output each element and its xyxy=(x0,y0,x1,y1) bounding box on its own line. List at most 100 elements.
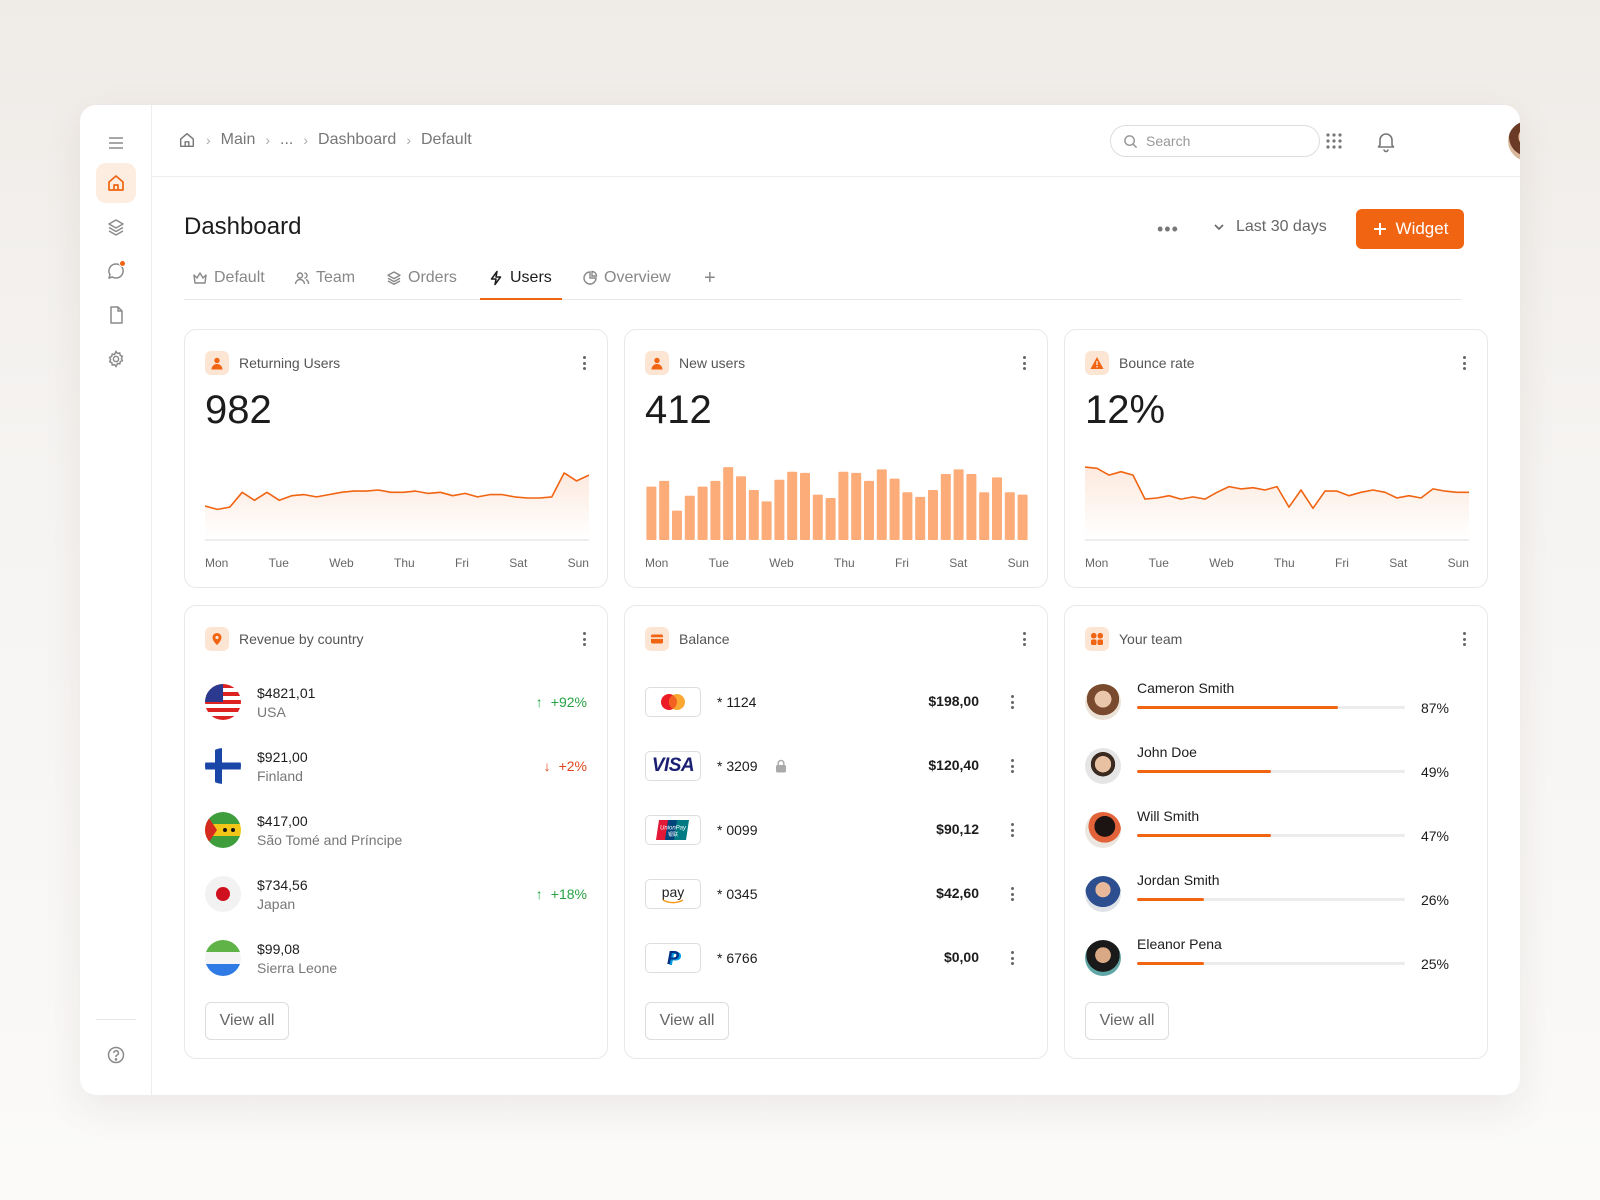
team-member[interactable]: Will Smith 47% xyxy=(1085,808,1467,852)
more-vertical-icon[interactable] xyxy=(1011,951,1015,968)
card-title: Balance xyxy=(679,631,730,647)
sidebar xyxy=(80,105,152,1095)
list-item[interactable]: P * 6766 $0,00 xyxy=(645,936,1027,980)
flag-sierra-leone-icon xyxy=(205,940,241,976)
chevron-right-icon: › xyxy=(206,132,211,148)
day-label: Tue xyxy=(1148,556,1169,570)
chevron-right-icon: › xyxy=(303,132,309,148)
sidebar-item-help[interactable] xyxy=(96,1035,136,1075)
day-labels: Mon Tue Web Thu Fri Sat Sun xyxy=(1085,556,1469,570)
more-vertical-icon[interactable] xyxy=(1023,632,1027,646)
more-vertical-icon[interactable] xyxy=(1011,887,1015,904)
flag-finland-icon xyxy=(205,748,241,784)
tab-default[interactable]: Default xyxy=(184,267,273,300)
list-item[interactable]: pay * 0345 $42,60 xyxy=(645,872,1027,916)
more-vertical-icon[interactable] xyxy=(1011,759,1015,776)
app-window: › Main › ... › Dashboard › Default Searc… xyxy=(80,105,1520,1095)
progress-fill xyxy=(1137,770,1271,773)
add-widget-label: Widget xyxy=(1395,219,1449,238)
view-all-button[interactable]: View all xyxy=(1085,1002,1169,1040)
list-item[interactable]: UnionPay 银联 * 0099 $90,12 xyxy=(645,808,1027,852)
menu-icon[interactable] xyxy=(96,123,136,163)
sidebar-divider xyxy=(96,1019,136,1020)
team-member[interactable]: Cameron Smith 87% xyxy=(1085,680,1467,724)
breadcrumb-dashboard[interactable]: Dashboard xyxy=(318,131,397,148)
new-users-chart xyxy=(646,467,1028,540)
list-item[interactable]: * 1124 $198,00 xyxy=(645,680,1027,724)
bar xyxy=(966,474,977,540)
warning-icon xyxy=(1085,351,1109,375)
sidebar-item-settings[interactable] xyxy=(96,339,136,379)
day-label: Fri xyxy=(894,556,909,570)
list-item[interactable]: $99,08 Sierra Leone xyxy=(205,936,587,980)
more-vertical-icon[interactable] xyxy=(1463,356,1467,370)
list-item[interactable]: VISA * 3209 $120,40 xyxy=(645,744,1027,788)
day-label: Sat xyxy=(949,556,968,570)
revenue-by-country-card: Revenue by country $4821,01 USA ↑ +92% $92… xyxy=(184,605,608,1059)
bar xyxy=(940,474,951,540)
sidebar-item-messages[interactable] xyxy=(96,251,136,291)
date-range-select[interactable]: Last 30 days xyxy=(1212,218,1327,236)
more-vertical-icon[interactable] xyxy=(1011,823,1015,840)
more-vertical-icon[interactable] xyxy=(1463,632,1467,646)
tab-overview[interactable]: Overview xyxy=(574,267,679,300)
more-vertical-icon[interactable] xyxy=(1023,356,1027,370)
list-item[interactable]: $921,00 Finland ↓ +2% xyxy=(205,744,587,788)
avatar xyxy=(1085,940,1121,976)
day-label: Thu xyxy=(833,556,855,570)
sidebar-item-layers[interactable] xyxy=(96,207,136,247)
card-number: * 3209 xyxy=(717,758,758,774)
stat-card-bounce-rate: Bounce rate 12% Mon Tue Web Thu Fri Sat Sun xyxy=(1064,329,1488,588)
tab-orders[interactable]: Orders xyxy=(378,267,465,300)
bar xyxy=(697,486,708,540)
revenue-amount: $4821,01 xyxy=(257,684,316,701)
balance-card: Balance * 1124 $198,00 VISA * 3209 $120,… xyxy=(624,605,1048,1059)
stat-value: 12% xyxy=(1085,388,1166,432)
card-number: * 1124 xyxy=(717,694,757,710)
breadcrumb-ellipsis[interactable]: ... xyxy=(280,131,294,148)
bar xyxy=(659,480,670,540)
card-title: Revenue by country xyxy=(239,631,364,647)
user-avatar[interactable] xyxy=(1508,121,1520,161)
sidebar-item-documents[interactable] xyxy=(96,295,136,335)
more-vertical-icon[interactable] xyxy=(583,356,587,370)
list-item[interactable]: $4821,01 USA ↑ +92% xyxy=(205,680,587,724)
team-member[interactable]: Eleanor Pena 25% xyxy=(1085,936,1467,980)
help-icon xyxy=(107,1046,125,1064)
layers-icon xyxy=(108,219,124,236)
day-label: Fri xyxy=(1334,556,1349,570)
more-vertical-icon[interactable] xyxy=(583,632,587,646)
bar xyxy=(902,492,913,540)
bell-icon[interactable] xyxy=(1374,129,1398,153)
tab-team[interactable]: Team xyxy=(286,267,363,300)
arrow-up-icon: ↑ xyxy=(535,886,543,902)
bar xyxy=(710,480,721,540)
add-tab-icon[interactable]: + xyxy=(704,267,716,289)
visa-icon: VISA xyxy=(645,751,701,781)
more-vertical-icon[interactable] xyxy=(1011,695,1015,712)
tab-users[interactable]: Users xyxy=(480,267,562,300)
chat-icon xyxy=(108,263,124,279)
bar xyxy=(889,478,900,540)
team-member[interactable]: John Doe 49% xyxy=(1085,744,1467,788)
page-title: Dashboard xyxy=(184,213,302,240)
list-item[interactable]: $734,56 Japan ↑ +18% xyxy=(205,872,587,916)
list-item[interactable]: $417,00 São Tomé and Príncipe xyxy=(205,808,587,852)
view-all-button[interactable]: View all xyxy=(645,1002,729,1040)
breadcrumb-main[interactable]: Main xyxy=(220,131,256,148)
view-all-button[interactable]: View all xyxy=(205,1002,289,1040)
progress-bar xyxy=(1137,706,1405,709)
more-options-icon[interactable]: ••• xyxy=(1157,219,1179,239)
add-widget-button[interactable]: Widget xyxy=(1356,209,1464,249)
location-pin-icon xyxy=(205,627,229,651)
day-labels: Mon Tue Web Thu Fri Sat Sun xyxy=(205,556,589,570)
sidebar-item-home[interactable] xyxy=(96,163,136,203)
card-balance: $0,00 xyxy=(943,949,979,965)
trend-up: ↑ +18% xyxy=(536,886,587,902)
search-input[interactable]: Search xyxy=(1110,125,1320,157)
home-icon[interactable] xyxy=(178,131,196,149)
bar xyxy=(748,490,759,540)
trend-value: +2% xyxy=(558,758,587,774)
apps-grid-icon[interactable] xyxy=(1322,129,1346,153)
team-member[interactable]: Jordan Smith 26% xyxy=(1085,872,1467,916)
